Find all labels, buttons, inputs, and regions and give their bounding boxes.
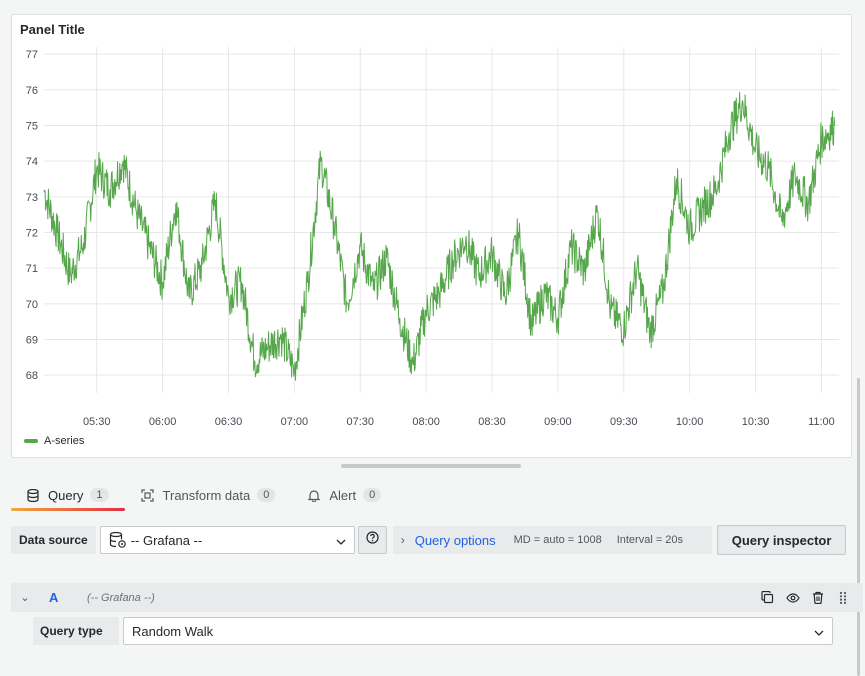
y-tick-label: 68 xyxy=(26,370,38,382)
datasource-label: Data source xyxy=(11,526,96,554)
x-tick-label: 05:30 xyxy=(83,416,111,428)
trash-icon[interactable] xyxy=(805,588,830,608)
y-tick-label: 70 xyxy=(26,299,38,311)
legend-label[interactable]: A-series xyxy=(44,435,85,447)
x-tick-label: 11:00 xyxy=(808,416,835,428)
tab-transform-count: 0 xyxy=(257,488,276,502)
series-line-a-series xyxy=(43,91,836,381)
duplicate-query-icon[interactable] xyxy=(755,588,780,608)
eye-icon[interactable] xyxy=(780,588,805,608)
panel-resize-handle[interactable] xyxy=(341,464,521,468)
tab-alert-label: Alert xyxy=(329,487,357,503)
x-tick-label: 06:30 xyxy=(215,416,243,428)
query-type-select[interactable]: Random Walk xyxy=(123,617,833,645)
question-circle-icon xyxy=(366,531,379,549)
datasource-picker[interactable]: -- Grafana -- xyxy=(99,526,355,554)
scrollbar[interactable] xyxy=(857,378,860,676)
x-tick-label: 09:30 xyxy=(610,416,638,428)
x-tick-label: 10:30 xyxy=(742,416,770,428)
tab-transform[interactable]: Transform data 0 xyxy=(125,480,292,510)
y-tick-label: 71 xyxy=(26,263,38,275)
y-tick-label: 72 xyxy=(26,227,38,239)
query-row-actions xyxy=(755,588,855,608)
x-tick-label: 09:00 xyxy=(544,416,572,428)
panel-title[interactable]: Panel Title xyxy=(20,22,85,37)
datasource-value: -- Grafana -- xyxy=(130,532,203,548)
query-type-row: Query type Random Walk xyxy=(33,617,833,645)
tab-query-count: 1 xyxy=(90,488,109,502)
bell-icon xyxy=(307,488,321,502)
collapse-chevron-icon[interactable]: ⌄ xyxy=(20,592,30,604)
y-tick-label: 75 xyxy=(26,120,38,132)
tab-query[interactable]: Query 1 xyxy=(11,480,125,511)
x-tick-label: 08:00 xyxy=(412,416,440,428)
chevron-down-icon xyxy=(336,533,346,548)
y-tick-label: 76 xyxy=(26,85,38,97)
query-ref-id[interactable]: A xyxy=(49,590,59,605)
chevron-down-icon xyxy=(814,624,824,639)
x-tick-label: 08:30 xyxy=(478,416,506,428)
drag-handle-icon[interactable] xyxy=(830,588,855,608)
query-type-value: Random Walk xyxy=(132,623,214,639)
query-datasource-name: (-- Grafana --) xyxy=(87,591,155,604)
tab-alert-count: 0 xyxy=(363,488,382,502)
query-editor: Data source -- Grafana -- › Query option… xyxy=(11,512,863,676)
query-inspector-button[interactable]: Query inspector xyxy=(716,525,847,555)
time-series-chart: 68 69 70 71 72 73 74 75 76 77 05:30 06:00 06:30 07:00… xyxy=(26,47,839,428)
x-tick-label: 10:00 xyxy=(676,416,704,428)
editor-tabs: Query 1 Transform data 0 Alert 0 xyxy=(11,480,397,511)
y-tick-label: 77 xyxy=(26,49,38,61)
tab-alert[interactable]: Alert 0 xyxy=(291,480,397,510)
query-options-collapse[interactable]: › Query options MD = auto = 1008 Interva… xyxy=(392,526,712,554)
y-tick-label: 73 xyxy=(26,192,38,204)
interval-info: Interval = 20s xyxy=(616,534,684,546)
query-type-label: Query type xyxy=(33,617,119,645)
max-datapoints-info: MD = auto = 1008 xyxy=(513,534,602,546)
database-icon xyxy=(26,488,40,502)
query-row-header: ⌄ A (-- Grafana --) xyxy=(11,583,863,612)
tab-transform-label: Transform data xyxy=(162,487,251,503)
query-options-label: Query options xyxy=(414,532,496,548)
datasource-help-button[interactable] xyxy=(357,526,387,554)
x-tick-label: 06:00 xyxy=(149,416,177,428)
chevron-right-icon: › xyxy=(400,533,405,547)
datasource-db-icon xyxy=(109,531,127,549)
transform-icon xyxy=(141,488,155,502)
datasource-row: Data source -- Grafana -- › Query option… xyxy=(11,525,847,555)
tab-query-label: Query xyxy=(48,487,84,503)
x-tick-label: 07:30 xyxy=(346,416,374,428)
panel: Panel Title 68 69 70 71 72 73 74 75 76 77 05:30 06:… xyxy=(11,14,852,458)
legend-swatch xyxy=(24,439,38,443)
legend: A-series xyxy=(24,435,84,447)
y-tick-label: 74 xyxy=(26,156,38,168)
y-tick-label: 69 xyxy=(26,334,38,346)
x-tick-label: 07:00 xyxy=(281,416,309,428)
